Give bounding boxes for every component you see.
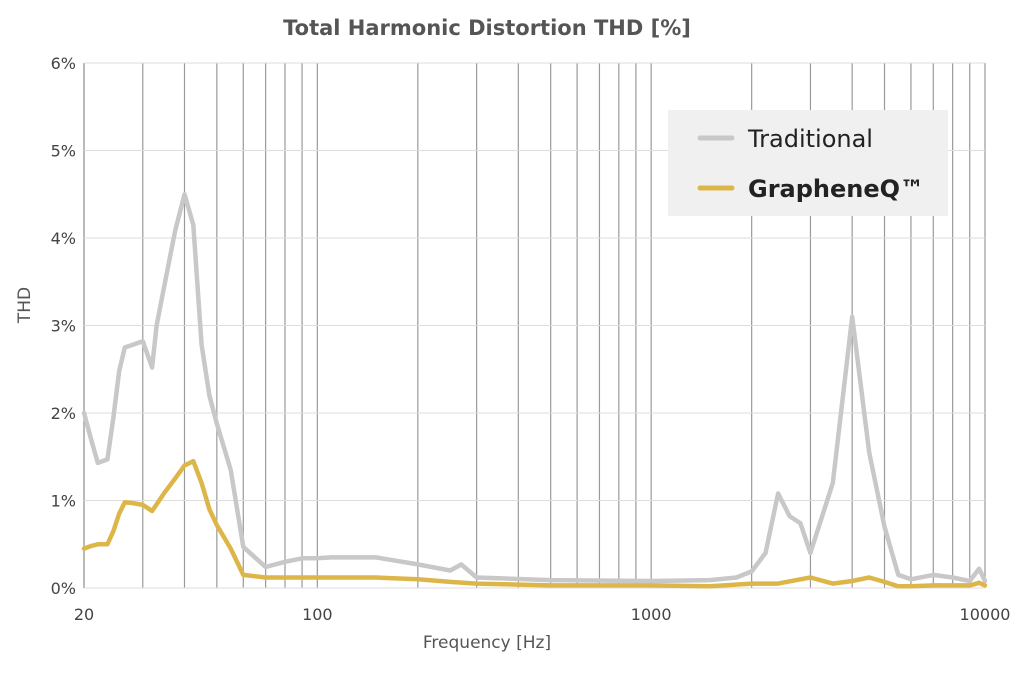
legend: Traditional GrapheneQ™ [668, 110, 948, 216]
y-tick-label: 6% [51, 54, 76, 73]
y-axis-ticks: 0% 1% 2% 3% 4% 5% 6% [51, 54, 76, 598]
x-tick-label: 1000 [631, 605, 672, 624]
y-tick-label: 1% [51, 492, 76, 511]
x-axis-ticks: 20 100 1000 10000 [74, 605, 1011, 624]
x-tick-label: 20 [74, 605, 94, 624]
y-tick-label: 0% [51, 579, 76, 598]
grid [83, 62, 986, 589]
x-axis-label: Frequency [Hz] [423, 633, 551, 653]
series-line-grapheneq [81, 458, 988, 589]
y-tick-label: 5% [51, 142, 76, 161]
legend-box [668, 110, 948, 216]
series-lines [81, 192, 988, 589]
y-tick-label: 4% [51, 229, 76, 248]
chart-title: Total Harmonic Distortion THD [%] [283, 16, 691, 40]
legend-label-traditional: Traditional [747, 125, 873, 153]
y-axis-label: THD [15, 287, 35, 324]
x-tick-label: 100 [302, 605, 333, 624]
legend-label-grapheneq: GrapheneQ™ [748, 175, 924, 203]
y-tick-label: 3% [51, 317, 76, 336]
y-tick-label: 2% [51, 404, 76, 423]
series-line-traditional [81, 192, 988, 584]
x-tick-label: 10000 [960, 605, 1011, 624]
